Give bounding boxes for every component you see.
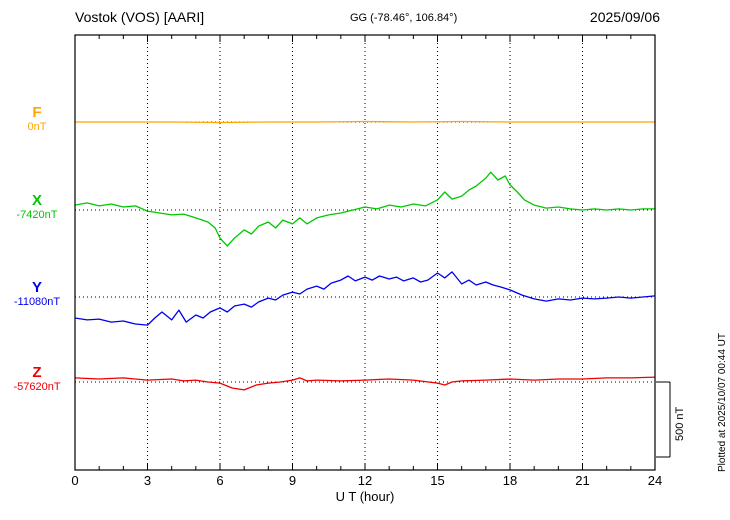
geographic-coordinates: GG (-78.46°, 106.84°) <box>350 12 458 24</box>
trace-F <box>75 120 655 124</box>
x-tick-label: 15 <box>430 473 444 488</box>
series-letter-Y: Y <box>31 279 42 296</box>
x-tick-label: 24 <box>648 473 662 488</box>
series-label-X: X -7420nT <box>4 192 70 222</box>
scale-bar-label: 500 nT <box>674 406 686 442</box>
x-tick-label: 18 <box>503 473 517 488</box>
trace-Z <box>74 376 656 391</box>
series-label-Z: Z -57620nT <box>4 364 70 394</box>
series-letter-X: X <box>31 192 42 209</box>
axis-frame <box>74 34 656 471</box>
series-basevalue-Z: -57620nT <box>13 381 61 393</box>
plotted-at-timestamp: Plotted at 2025/10/07 00:44 UT <box>717 333 728 472</box>
series-label-Y: Y -11080nT <box>4 279 70 309</box>
trace-X <box>74 171 655 247</box>
trace-Y <box>74 271 656 326</box>
x-tick-label: 9 <box>289 473 296 488</box>
x-tick-label: 12 <box>358 473 372 488</box>
series-letter-F: F <box>32 104 42 121</box>
series-label-F: F 0nT <box>4 104 70 134</box>
series-basevalue-F: 0nT <box>27 121 47 133</box>
station-title: Vostok (VOS) [AARI] <box>75 9 205 25</box>
x-axis-label: U T (hour) <box>335 489 395 504</box>
x-tick-label: 0 <box>71 473 78 488</box>
series-letter-Z: Z <box>32 364 42 381</box>
x-tick-label: 6 <box>216 473 223 488</box>
series-basevalue-X: -7420nT <box>16 209 58 221</box>
series-basevalue-Y: -11080nT <box>13 296 61 308</box>
x-tick-label: 21 <box>575 473 589 488</box>
x-tick-label: 3 <box>144 473 151 488</box>
date-label: 2025/09/06 <box>589 9 660 25</box>
